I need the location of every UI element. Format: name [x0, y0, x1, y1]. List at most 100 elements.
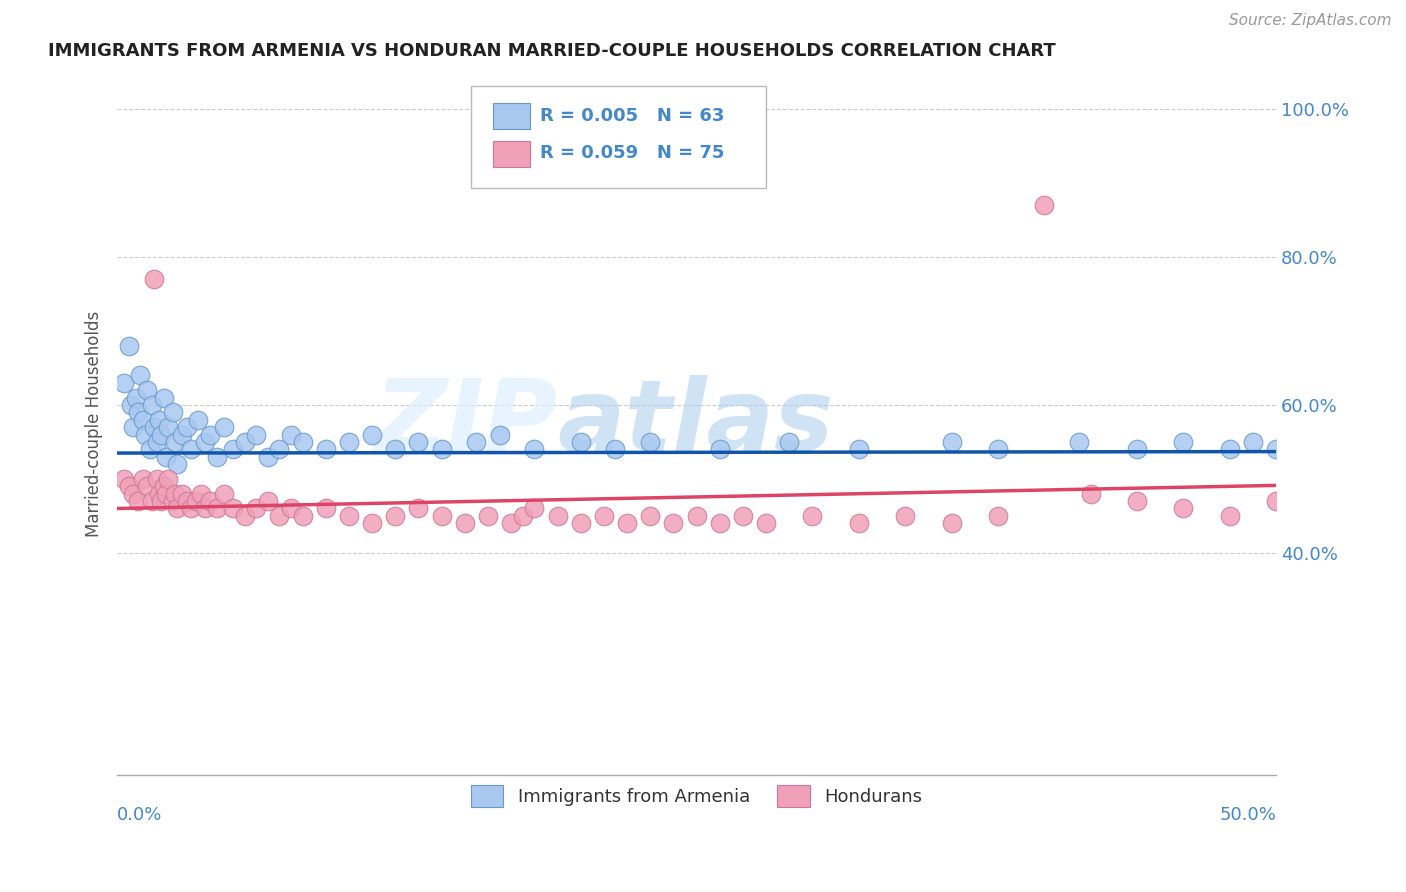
Point — [1173, 501, 1195, 516]
Point — [129, 368, 152, 383]
Point — [1126, 494, 1149, 508]
Point — [136, 383, 159, 397]
Point — [172, 486, 194, 500]
Point — [361, 516, 384, 531]
Point — [122, 420, 145, 434]
Point — [269, 508, 291, 523]
Point — [118, 479, 141, 493]
Point — [148, 486, 170, 500]
Point — [256, 450, 278, 464]
Point — [848, 442, 870, 457]
Y-axis label: Married-couple Households: Married-couple Households — [86, 310, 103, 537]
Point — [280, 501, 302, 516]
Point — [569, 516, 592, 531]
Point — [408, 434, 430, 449]
Point — [488, 427, 510, 442]
Point — [166, 457, 188, 471]
Point — [384, 508, 406, 523]
Point — [1265, 442, 1288, 457]
Point — [157, 472, 180, 486]
Point — [134, 427, 156, 442]
Point — [112, 376, 135, 390]
Point — [131, 472, 153, 486]
Point — [731, 508, 754, 523]
Point — [131, 413, 153, 427]
Point — [205, 501, 228, 516]
Point — [941, 516, 963, 531]
Point — [155, 450, 177, 464]
Point — [157, 420, 180, 434]
Point — [337, 508, 360, 523]
Point — [755, 516, 778, 531]
Point — [150, 427, 173, 442]
Point — [801, 508, 824, 523]
Point — [315, 501, 337, 516]
Point — [176, 420, 198, 434]
Point — [233, 434, 256, 449]
Point — [941, 434, 963, 449]
Point — [150, 494, 173, 508]
Point — [184, 494, 207, 508]
Point — [222, 501, 245, 516]
Point — [778, 434, 800, 449]
Point — [127, 405, 149, 419]
Point — [465, 434, 488, 449]
Legend: Immigrants from Armenia, Hondurans: Immigrants from Armenia, Hondurans — [464, 778, 929, 814]
Point — [605, 442, 627, 457]
Point — [1403, 501, 1406, 516]
Text: ZIP: ZIP — [374, 375, 558, 472]
Point — [162, 494, 184, 508]
Point — [145, 472, 167, 486]
Point — [291, 508, 314, 523]
Point — [384, 442, 406, 457]
Point — [190, 486, 212, 500]
Point — [592, 508, 614, 523]
Point — [125, 391, 148, 405]
Point — [1033, 198, 1056, 212]
Point — [143, 272, 166, 286]
Point — [198, 427, 221, 442]
Point — [477, 508, 499, 523]
Point — [136, 479, 159, 493]
Point — [1334, 442, 1357, 457]
Point — [1219, 508, 1241, 523]
Point — [166, 501, 188, 516]
Point — [1080, 486, 1102, 500]
Text: IMMIGRANTS FROM ARMENIA VS HONDURAN MARRIED-COUPLE HOUSEHOLDS CORRELATION CHART: IMMIGRANTS FROM ARMENIA VS HONDURAN MARR… — [48, 42, 1056, 60]
Point — [152, 391, 174, 405]
Point — [212, 420, 235, 434]
Point — [118, 339, 141, 353]
Text: R = 0.059   N = 75: R = 0.059 N = 75 — [540, 145, 724, 162]
Point — [361, 427, 384, 442]
Point — [512, 508, 534, 523]
Point — [162, 405, 184, 419]
Point — [155, 486, 177, 500]
Point — [141, 398, 163, 412]
Point — [222, 442, 245, 457]
Point — [280, 427, 302, 442]
Point — [180, 501, 202, 516]
Text: Source: ZipAtlas.com: Source: ZipAtlas.com — [1229, 13, 1392, 29]
Point — [662, 516, 685, 531]
Point — [165, 486, 187, 500]
Point — [638, 508, 661, 523]
Point — [212, 486, 235, 500]
Point — [547, 508, 569, 523]
Point — [112, 472, 135, 486]
Point — [315, 442, 337, 457]
Point — [454, 516, 477, 531]
Point — [165, 434, 187, 449]
Point — [143, 420, 166, 434]
Point — [1067, 434, 1090, 449]
Point — [138, 442, 160, 457]
Point — [569, 434, 592, 449]
Text: 50.0%: 50.0% — [1219, 806, 1277, 824]
Point — [122, 486, 145, 500]
Point — [205, 450, 228, 464]
Point — [709, 442, 731, 457]
Point — [233, 508, 256, 523]
Point — [987, 508, 1010, 523]
Point — [337, 434, 360, 449]
Point — [430, 442, 453, 457]
Point — [638, 434, 661, 449]
